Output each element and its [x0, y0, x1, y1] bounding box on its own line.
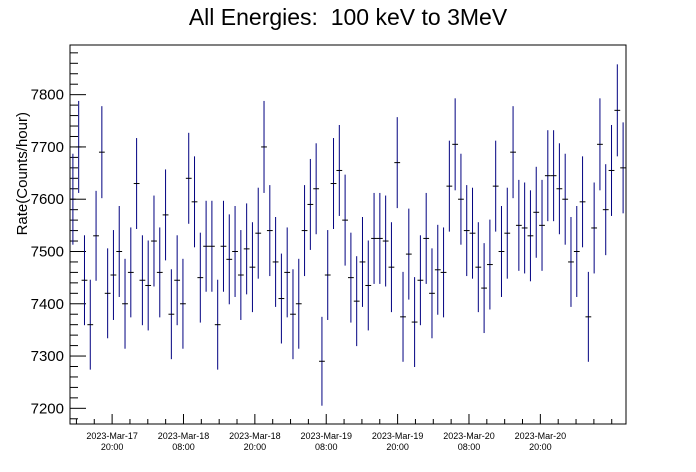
y-tick-label: 7700	[31, 139, 64, 156]
x-tick-label-time: 20:00	[244, 442, 267, 452]
plot-frame	[69, 44, 627, 425]
x-tick-label-date: 2023-Mar-20	[443, 431, 495, 441]
y-tick-label: 7600	[31, 191, 64, 208]
y-tick-label: 7200	[31, 400, 64, 417]
x-tick-label-date: 2023-Mar-17	[86, 431, 138, 441]
x-tick-label-time: 08:00	[458, 442, 481, 452]
x-tick-label-date: 2023-Mar-18	[158, 431, 210, 441]
y-tick-label: 7400	[31, 296, 64, 313]
x-tick-label-time: 20:00	[101, 442, 124, 452]
chart-title: All Energies: 100 keV to 3MeV	[188, 4, 508, 30]
y-tick-label: 7500	[31, 243, 64, 260]
x-tick-label-time: 20:00	[386, 442, 409, 452]
x-tick-label-time: 20:00	[529, 442, 552, 452]
data-series	[70, 64, 626, 406]
x-tick-label-date: 2023-Mar-18	[229, 431, 281, 441]
x-tick-label-time: 08:00	[315, 442, 338, 452]
x-tick-label-date: 2023-Mar-19	[372, 431, 424, 441]
x-tick-label-date: 2023-Mar-19	[300, 431, 352, 441]
x-tick-label-time: 08:00	[172, 442, 195, 452]
y-tick-label: 7300	[31, 348, 64, 365]
y-tick-label: 7800	[31, 87, 64, 104]
x-tick-label-date: 2023-Mar-20	[515, 431, 567, 441]
